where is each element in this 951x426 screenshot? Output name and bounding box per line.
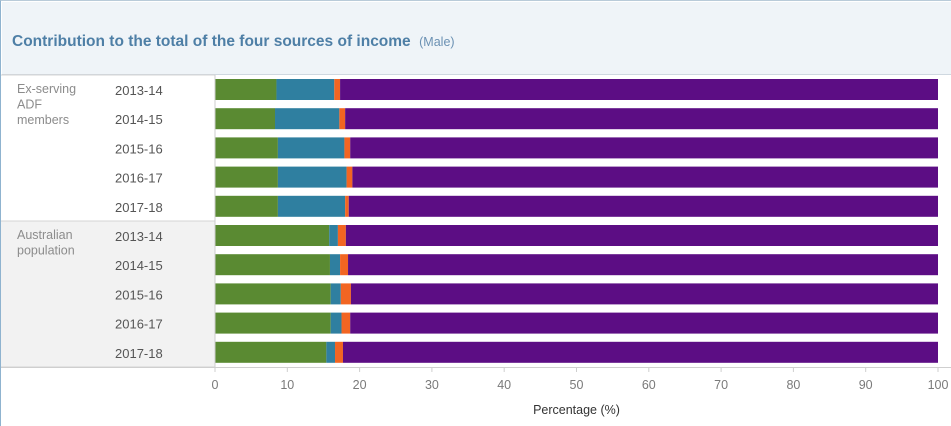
bar-segment bbox=[346, 166, 353, 188]
x-tick-label: 60 bbox=[642, 378, 656, 392]
x-tick-label: 50 bbox=[570, 378, 584, 392]
bar-segment bbox=[337, 225, 346, 246]
year-label: 2014-15 bbox=[115, 258, 163, 273]
bar-segment bbox=[330, 312, 342, 334]
chart-subtitle: (Male) bbox=[419, 35, 455, 49]
bar-segment bbox=[215, 137, 278, 159]
bar-segment bbox=[215, 225, 330, 246]
x-tick-label: 0 bbox=[212, 378, 219, 392]
group-label: population bbox=[17, 244, 75, 258]
bar-segment bbox=[344, 137, 351, 159]
group-label: members bbox=[17, 113, 69, 127]
bar-segment bbox=[348, 195, 938, 217]
x-tick-label: 90 bbox=[859, 378, 873, 392]
bar-segment bbox=[348, 254, 939, 276]
bar-segment bbox=[277, 166, 347, 188]
bar-segment bbox=[329, 225, 338, 246]
bar-segment bbox=[335, 341, 343, 363]
bar-segment bbox=[334, 79, 341, 100]
chart-title-line: Contribution to the total of the four so… bbox=[12, 33, 455, 51]
bar-segment bbox=[215, 166, 278, 188]
x-axis-title: Percentage (%) bbox=[533, 403, 620, 417]
x-tick-label: 10 bbox=[280, 378, 294, 392]
bar-segment bbox=[352, 166, 938, 188]
group-label: ADF bbox=[17, 98, 42, 112]
bar-segment bbox=[340, 79, 939, 100]
year-label: 2017-18 bbox=[115, 200, 163, 215]
x-tick-label: 30 bbox=[425, 378, 439, 392]
bar-segment bbox=[276, 79, 335, 100]
bar-segment bbox=[275, 108, 340, 130]
bar-segment bbox=[215, 312, 331, 334]
bar-segment bbox=[215, 195, 278, 217]
title-band: Contribution to the total of the four so… bbox=[2, 2, 951, 75]
bar-segment bbox=[215, 79, 277, 100]
x-tick-label: 40 bbox=[497, 378, 511, 392]
bar-segment bbox=[215, 341, 327, 363]
bar-segment bbox=[326, 341, 336, 363]
bar-segment bbox=[339, 108, 346, 130]
year-label: 2017-18 bbox=[115, 346, 163, 361]
bar-segment bbox=[277, 137, 345, 159]
group-label: Australian bbox=[17, 228, 73, 242]
bar-segment bbox=[350, 137, 938, 159]
year-label: 2015-16 bbox=[115, 287, 163, 302]
bar-segment bbox=[215, 108, 276, 130]
x-tick-label: 80 bbox=[786, 378, 800, 392]
group-label: Ex-serving bbox=[17, 82, 76, 96]
group-header-bg bbox=[1, 75, 215, 221]
bar-segment bbox=[345, 225, 938, 246]
bar-segment bbox=[341, 312, 351, 334]
bar-segment bbox=[277, 195, 346, 217]
bar-segment bbox=[350, 283, 938, 305]
bar-segment bbox=[215, 283, 331, 305]
year-label: 2015-16 bbox=[115, 141, 163, 156]
chart-title: Contribution to the total of the four so… bbox=[12, 33, 411, 50]
bar-segment bbox=[330, 283, 341, 305]
bar-segment bbox=[329, 254, 341, 276]
year-label: 2013-14 bbox=[115, 229, 163, 244]
group-header-bg bbox=[1, 221, 215, 367]
year-label: 2016-17 bbox=[115, 171, 163, 186]
bar-segment bbox=[342, 341, 938, 363]
x-tick-label: 20 bbox=[353, 378, 367, 392]
bar-segment bbox=[340, 283, 351, 305]
x-tick-label: 70 bbox=[714, 378, 728, 392]
bar-segment bbox=[340, 254, 349, 276]
year-label: 2014-15 bbox=[115, 112, 163, 127]
year-label: 2016-17 bbox=[115, 317, 163, 332]
bar-segment bbox=[345, 108, 938, 130]
year-label: 2013-14 bbox=[115, 83, 163, 98]
bar-segment bbox=[345, 195, 349, 217]
bar-segment bbox=[350, 312, 938, 334]
x-tick-label: 100 bbox=[928, 378, 949, 392]
bar-segment bbox=[215, 254, 330, 276]
